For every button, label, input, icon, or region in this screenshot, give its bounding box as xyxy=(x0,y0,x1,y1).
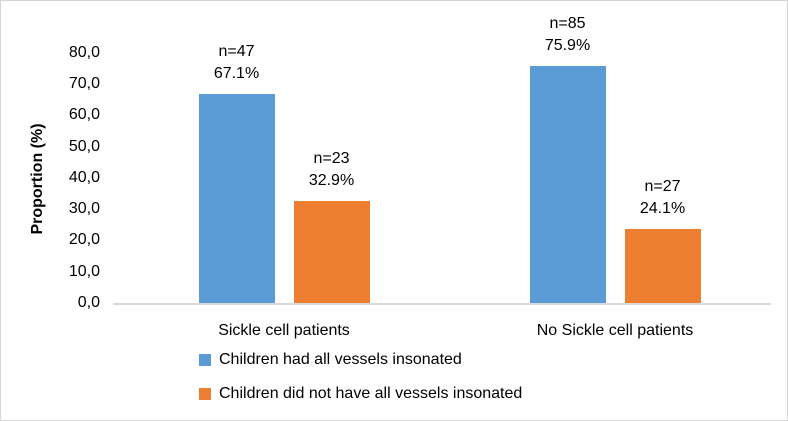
bar-not-insonated-group1 xyxy=(293,201,370,304)
y-tick-label: 70,0 xyxy=(68,74,100,92)
y-tick-label: 50,0 xyxy=(68,137,100,155)
y-tick-label: 10,0 xyxy=(68,262,100,280)
bar-insonated-group2 xyxy=(529,66,606,304)
legend-swatch-icon xyxy=(199,354,211,366)
legend-item: Children had all vessels insonated xyxy=(199,351,522,369)
category-label-group2: No Sickle cell patients xyxy=(536,322,694,339)
y-tick-label: 30,0 xyxy=(68,200,100,218)
y-tick-label: 40,0 xyxy=(68,168,100,186)
x-axis-line xyxy=(113,303,771,305)
bar-not-insonated-group2 xyxy=(624,228,701,304)
bar-data-label: n=27 24.1% xyxy=(639,177,686,217)
bar-data-label: n=47 67.1% xyxy=(213,42,260,82)
bar-insonated-group1 xyxy=(198,93,275,304)
y-tick-label: 60,0 xyxy=(68,106,100,124)
bar-data-label: n=85 75.9% xyxy=(544,15,591,55)
legend-label: Children did not have all vessels insona… xyxy=(219,385,523,402)
legend-item: Children did not have all vessels insona… xyxy=(199,385,522,403)
legend-swatch-icon xyxy=(199,388,211,400)
y-tick-label: 80,0 xyxy=(68,43,100,61)
legend-label: Children had all vessels insonated xyxy=(219,351,462,368)
bar-data-label: n=23 32.9% xyxy=(308,150,355,190)
y-tick-label: 0,0 xyxy=(77,294,100,311)
y-tick-label: 20,0 xyxy=(68,231,100,249)
category-label-group1: Sickle cell patients xyxy=(218,322,350,339)
legend: Children had all vessels insonated Childr… xyxy=(199,351,522,403)
